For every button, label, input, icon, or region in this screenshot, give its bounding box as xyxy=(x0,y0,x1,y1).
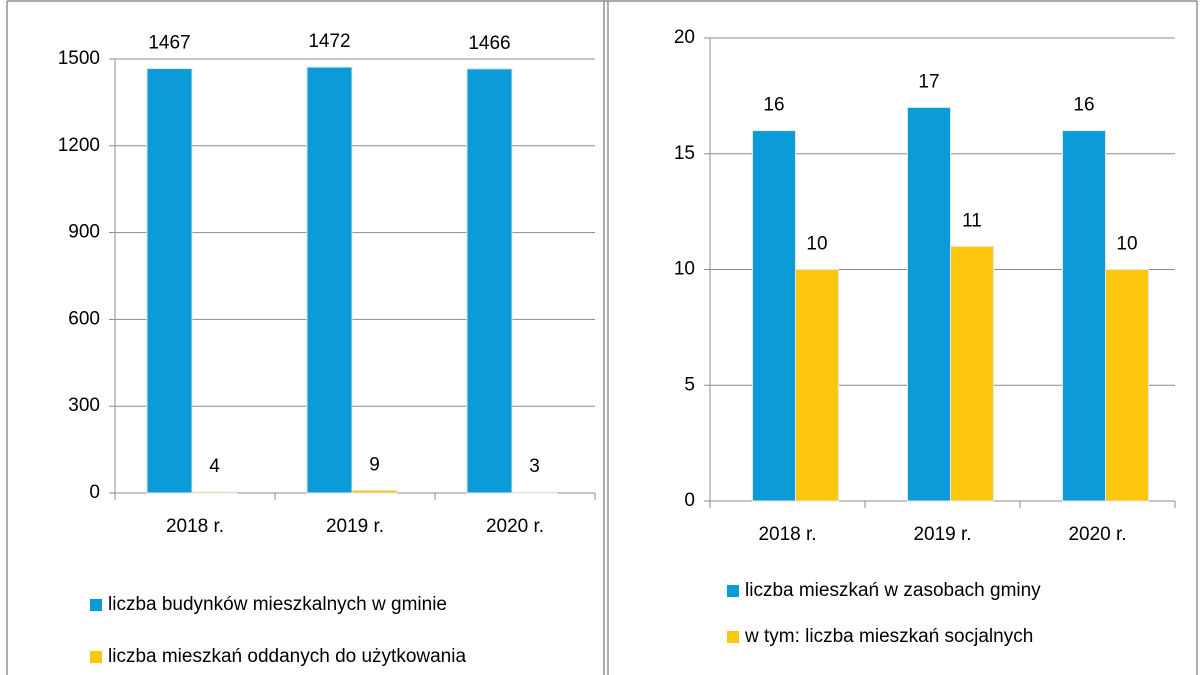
bar xyxy=(907,106,951,502)
y-tick-label: 900 xyxy=(68,222,100,243)
bar xyxy=(306,66,353,494)
legend-swatch xyxy=(727,585,739,597)
data-label: 3 xyxy=(529,456,540,477)
y-tick-label: 20 xyxy=(674,27,695,48)
bar xyxy=(1105,269,1149,502)
legend-label: liczba mieszkań w zasobach gminy xyxy=(745,580,1041,601)
data-label: 17 xyxy=(918,71,939,92)
y-tick-label: 5 xyxy=(684,374,695,395)
legend-swatch xyxy=(90,599,102,611)
data-label: 1466 xyxy=(468,33,510,54)
data-label: 16 xyxy=(1073,95,1094,116)
x-tick-label: 2020 r. xyxy=(1068,524,1126,545)
bar xyxy=(146,68,193,494)
bar xyxy=(752,130,796,502)
x-tick-label: 2019 r. xyxy=(913,524,971,545)
y-tick-label: 10 xyxy=(674,259,695,280)
x-tick-label: 2019 r. xyxy=(326,516,384,537)
bar xyxy=(466,68,513,494)
y-tick-label: 1200 xyxy=(58,135,100,156)
data-label: 16 xyxy=(763,95,784,116)
bar xyxy=(1062,130,1106,502)
y-tick-label: 15 xyxy=(674,143,695,164)
x-tick-label: 2020 r. xyxy=(486,516,544,537)
legend-label: liczba budynków mieszkalnych w gminie xyxy=(108,594,447,615)
data-label: 1472 xyxy=(308,31,350,52)
data-label: 1467 xyxy=(148,33,190,54)
data-label: 10 xyxy=(1116,234,1137,255)
y-tick-label: 300 xyxy=(68,395,100,416)
bar xyxy=(795,269,839,502)
y-tick-label: 0 xyxy=(684,490,695,511)
x-tick-label: 2018 r. xyxy=(166,516,224,537)
bar xyxy=(351,489,398,494)
legend-swatch xyxy=(90,651,102,663)
bar xyxy=(191,491,238,494)
data-label: 10 xyxy=(806,234,827,255)
legend-label: liczba mieszkań oddanych do użytkowania xyxy=(108,646,466,667)
legend-label: w tym: liczba mieszkań socjalnych xyxy=(744,626,1033,647)
y-tick-label: 1500 xyxy=(58,48,100,69)
data-label: 9 xyxy=(369,454,380,475)
bar xyxy=(950,245,994,502)
legend-swatch xyxy=(727,631,739,643)
y-tick-label: 0 xyxy=(89,482,100,503)
x-tick-label: 2018 r. xyxy=(758,524,816,545)
y-tick-label: 600 xyxy=(68,308,100,329)
bar xyxy=(511,491,558,494)
data-label: 4 xyxy=(209,456,220,477)
data-label: 11 xyxy=(962,210,982,231)
frame xyxy=(6,0,1198,675)
